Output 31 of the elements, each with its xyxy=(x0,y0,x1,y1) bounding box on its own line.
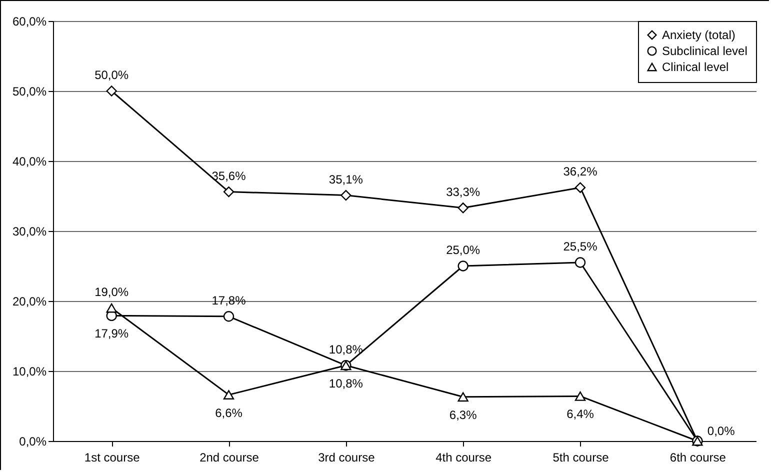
data-label: 50,0% xyxy=(94,68,129,82)
data-label: 36,2% xyxy=(563,164,598,179)
y-tick-label: 30,0% xyxy=(12,224,47,238)
y-tick-label: 50,0% xyxy=(12,84,47,98)
legend-label: Subclinical level xyxy=(662,44,748,58)
data-label: 10,8% xyxy=(328,342,364,356)
y-tick-label: 60,0% xyxy=(12,14,47,28)
data-label: 6,4% xyxy=(566,407,594,422)
x-tick-label: 4th course xyxy=(436,450,492,464)
data-label: 0,0% xyxy=(707,424,736,438)
y-tick-label: 10,0% xyxy=(12,364,47,378)
data-label: 17,9% xyxy=(94,326,129,341)
x-tick-label: 2nd course xyxy=(200,450,260,464)
y-tick-label: 20,0% xyxy=(12,294,47,308)
data-label: 10,8% xyxy=(328,376,364,390)
legend-label: Clinical level xyxy=(662,60,729,74)
data-label: 35,6% xyxy=(212,168,246,183)
data-label: 19,0% xyxy=(94,285,129,299)
x-tick-label: 6th course xyxy=(670,450,726,464)
data-label: 6,3% xyxy=(449,408,478,422)
data-label: 25,0% xyxy=(446,243,480,257)
x-tick-label: 5th course xyxy=(552,450,610,464)
legend-label: Anxiety (total) xyxy=(662,28,736,42)
y-tick-label: 0,0% xyxy=(19,434,47,448)
data-label: 33,3% xyxy=(446,184,480,199)
x-tick-label: 3rd course xyxy=(318,450,376,464)
data-label: 6,6% xyxy=(215,406,243,420)
x-tick-label: 1st course xyxy=(84,450,140,464)
data-label: 35,1% xyxy=(328,172,364,186)
data-label: 25,5% xyxy=(563,240,598,254)
y-tick-label: 40,0% xyxy=(12,154,47,168)
